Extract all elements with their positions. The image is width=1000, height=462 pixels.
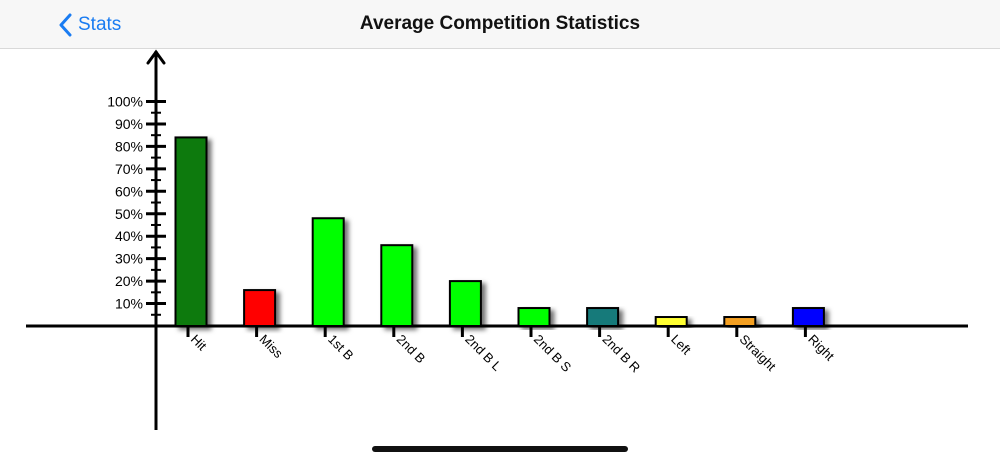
page-title: Average Competition Statistics xyxy=(359,13,641,34)
y-tick-label: 40% xyxy=(115,228,143,244)
bar-straight xyxy=(723,316,757,327)
bar-hit xyxy=(174,136,208,327)
y-axis-arrow xyxy=(146,49,166,65)
y-tick-label: 20% xyxy=(115,273,143,289)
bar-2nd-b-s xyxy=(517,307,551,328)
x-tick-label: 2nd B xyxy=(394,332,429,367)
y-tick-label: 100% xyxy=(107,94,143,110)
bar-left xyxy=(654,316,688,327)
bar-2nd-b xyxy=(380,244,414,327)
home-indicator xyxy=(372,446,628,452)
back-button[interactable]: Stats xyxy=(58,11,121,39)
x-tick-label: Left xyxy=(668,332,694,358)
y-tick-label: 50% xyxy=(115,206,143,222)
bar-1st-b xyxy=(311,217,345,328)
bar-miss xyxy=(243,289,277,327)
x-tick-label: 1st B xyxy=(325,332,357,364)
x-tick-label: Straight xyxy=(737,332,780,375)
x-tick-label: 2nd B S xyxy=(531,332,575,376)
navigation-bar: Stats Average Competition Statistics xyxy=(0,0,1000,49)
x-tick-label: 2nd B R xyxy=(599,332,643,376)
x-tick-label: Miss xyxy=(256,332,286,362)
bar-2nd-b-r xyxy=(586,307,620,328)
bar-2nd-b-l xyxy=(448,280,482,328)
y-tick-label: 70% xyxy=(115,161,143,177)
chart-axes xyxy=(26,49,968,430)
y-tick-label: 30% xyxy=(115,251,143,267)
bar-right xyxy=(791,307,825,328)
y-tick-label: 60% xyxy=(115,183,143,199)
x-tick-label: 2nd B L xyxy=(462,332,504,374)
back-button-label: Stats xyxy=(78,14,122,35)
x-tick-label: Right xyxy=(805,332,837,364)
chart-labels: 10% 20% 30% 40% 50% 60% 70% 80% 90% 100% Hit Miss 1s… xyxy=(107,94,837,376)
y-tick-label: 80% xyxy=(115,138,143,154)
chevron-left-icon xyxy=(59,13,72,37)
bar-chart: 10% 20% 30% 40% 50% 60% 70% 80% 90% 100% Hit Miss 1s… xyxy=(26,49,968,430)
chart-bars xyxy=(174,136,825,328)
x-tick-label: Hit xyxy=(188,332,210,354)
y-tick-label: 10% xyxy=(115,296,143,312)
y-tick-label: 90% xyxy=(115,116,143,132)
